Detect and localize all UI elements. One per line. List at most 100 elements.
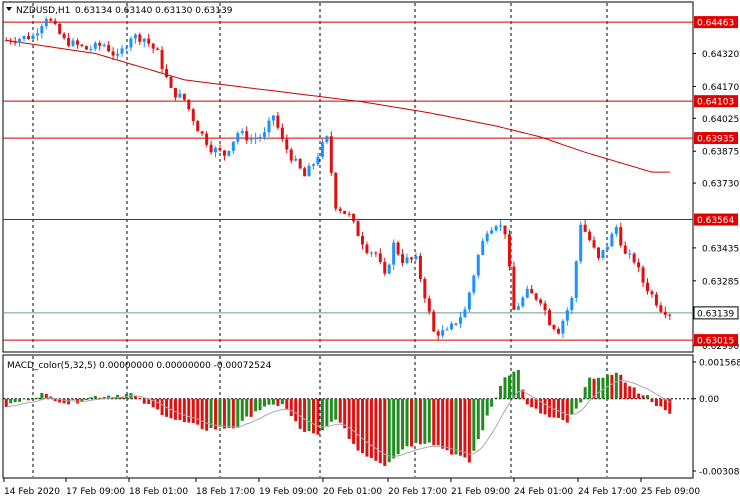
candle-body-107 [481, 240, 485, 255]
candle-body-111 [499, 225, 503, 227]
macd-bar-42 [191, 398, 195, 423]
candle-body-127 [570, 297, 574, 311]
macd-bar-13 [62, 398, 66, 404]
candle-body-119 [534, 293, 538, 300]
macd-bar-130 [583, 387, 587, 399]
macd-bar-115 [516, 369, 520, 399]
macd-bar-127 [570, 398, 574, 415]
macd-bar-86 [387, 398, 391, 463]
candle-body-95 [427, 298, 431, 312]
dropdown-triangle-icon[interactable] [6, 7, 12, 11]
candle-body-148 [663, 311, 667, 315]
level-label-bg-3 [694, 213, 738, 226]
candle-body-80 [360, 236, 364, 245]
candle-body-86 [387, 264, 391, 274]
macd-bar-66 [298, 398, 302, 429]
macd-bar-3 [18, 398, 22, 402]
symbol-header[interactable]: NZDUSD,H1 0.63134 0.63140 0.63130 0.6313… [6, 6, 233, 16]
macd-bar-44 [200, 398, 204, 430]
macd-bar-64 [289, 398, 293, 417]
macd-bar-54 [245, 398, 249, 417]
candle-body-4 [22, 36, 26, 39]
candle-body-14 [67, 37, 71, 46]
macd-histogram [3, 369, 693, 466]
candle-body-90 [405, 257, 409, 263]
candle-body-144 [646, 282, 650, 292]
candle-body-106 [476, 254, 480, 276]
candle-body-117 [525, 288, 529, 298]
candle-body-25 [116, 53, 120, 56]
macd-bar-77 [347, 398, 351, 439]
macd-bar-65 [294, 398, 298, 422]
price-tick-4: 0.63730 [702, 180, 739, 190]
candle-body-105 [472, 275, 476, 293]
macd-bar-58 [263, 398, 267, 407]
candle-body-84 [378, 253, 382, 263]
macd-bar-85 [383, 398, 387, 466]
macd-bar-21 [98, 397, 102, 399]
candle-body-0 [4, 40, 8, 42]
candle-body-51 [231, 141, 235, 151]
macd-bar-7 [35, 397, 39, 399]
candle-body-52 [236, 133, 240, 142]
candle-body-50 [227, 150, 231, 156]
macd-bar-90 [405, 398, 409, 447]
macd-bar-57 [258, 398, 262, 411]
price-tick-2: 0.64025 [702, 115, 739, 125]
macd-bar-11 [53, 398, 57, 402]
macd-bar-51 [231, 398, 235, 429]
macd-bar-82 [369, 398, 373, 458]
macd-bar-2 [13, 398, 17, 403]
macd-bar-50 [227, 398, 231, 429]
macd-bar-94 [423, 398, 427, 444]
macd-bar-33 [151, 398, 155, 408]
macd-bar-41 [187, 398, 191, 423]
macd-signal [6, 379, 671, 457]
macd-bar-143 [641, 395, 645, 399]
macd-bar-149 [668, 398, 672, 414]
level-label-0: 0.64463 [697, 19, 734, 29]
macd-bar-35 [160, 398, 164, 416]
macd-bar-123 [552, 398, 556, 418]
macd-bar-23 [107, 395, 111, 399]
macd-bar-48 [218, 398, 222, 427]
macd-bar-72 [325, 398, 329, 426]
candle-body-78 [352, 213, 356, 222]
candle-body-48 [218, 148, 222, 151]
level-label-bg-1 [694, 95, 738, 108]
candle-body-141 [632, 253, 636, 263]
candle-body-137 [614, 227, 618, 234]
candle-body-72 [325, 136, 329, 143]
candle-body-125 [561, 320, 565, 334]
candle-body-16 [75, 40, 79, 45]
candle-body-98 [441, 330, 445, 336]
ohlc-values: 0.63134 0.63140 0.63130 0.63139 [75, 6, 233, 16]
macd-bar-56 [254, 398, 258, 412]
candle-body-99 [445, 329, 449, 331]
macd-bar-100 [450, 398, 454, 455]
candle-body-61 [276, 115, 280, 128]
candle-body-135 [605, 246, 609, 251]
macd-bar-80 [360, 398, 364, 454]
macd-bar-113 [507, 375, 511, 399]
macd-bar-84 [378, 398, 382, 464]
candle-body-132 [592, 240, 596, 248]
macd-bar-98 [441, 398, 445, 449]
macd-bar-68 [307, 398, 311, 432]
candle-body-120 [539, 299, 543, 304]
macd-bar-105 [472, 398, 476, 451]
price-pane-frame [2, 1, 694, 353]
macd-bar-73 [329, 398, 333, 422]
macd-bar-102 [458, 398, 462, 456]
time-label-9: 24 Feb 17:00 [578, 487, 637, 497]
candle-body-36 [165, 68, 169, 77]
candle-body-136 [610, 233, 614, 247]
macd-bar-107 [481, 398, 485, 431]
macd-bar-43 [196, 398, 200, 425]
macd-bar-136 [610, 374, 614, 399]
macd-bar-124 [556, 398, 560, 418]
candle-body-108 [485, 233, 489, 241]
macd-bar-69 [312, 398, 316, 434]
candle-body-79 [356, 221, 360, 237]
